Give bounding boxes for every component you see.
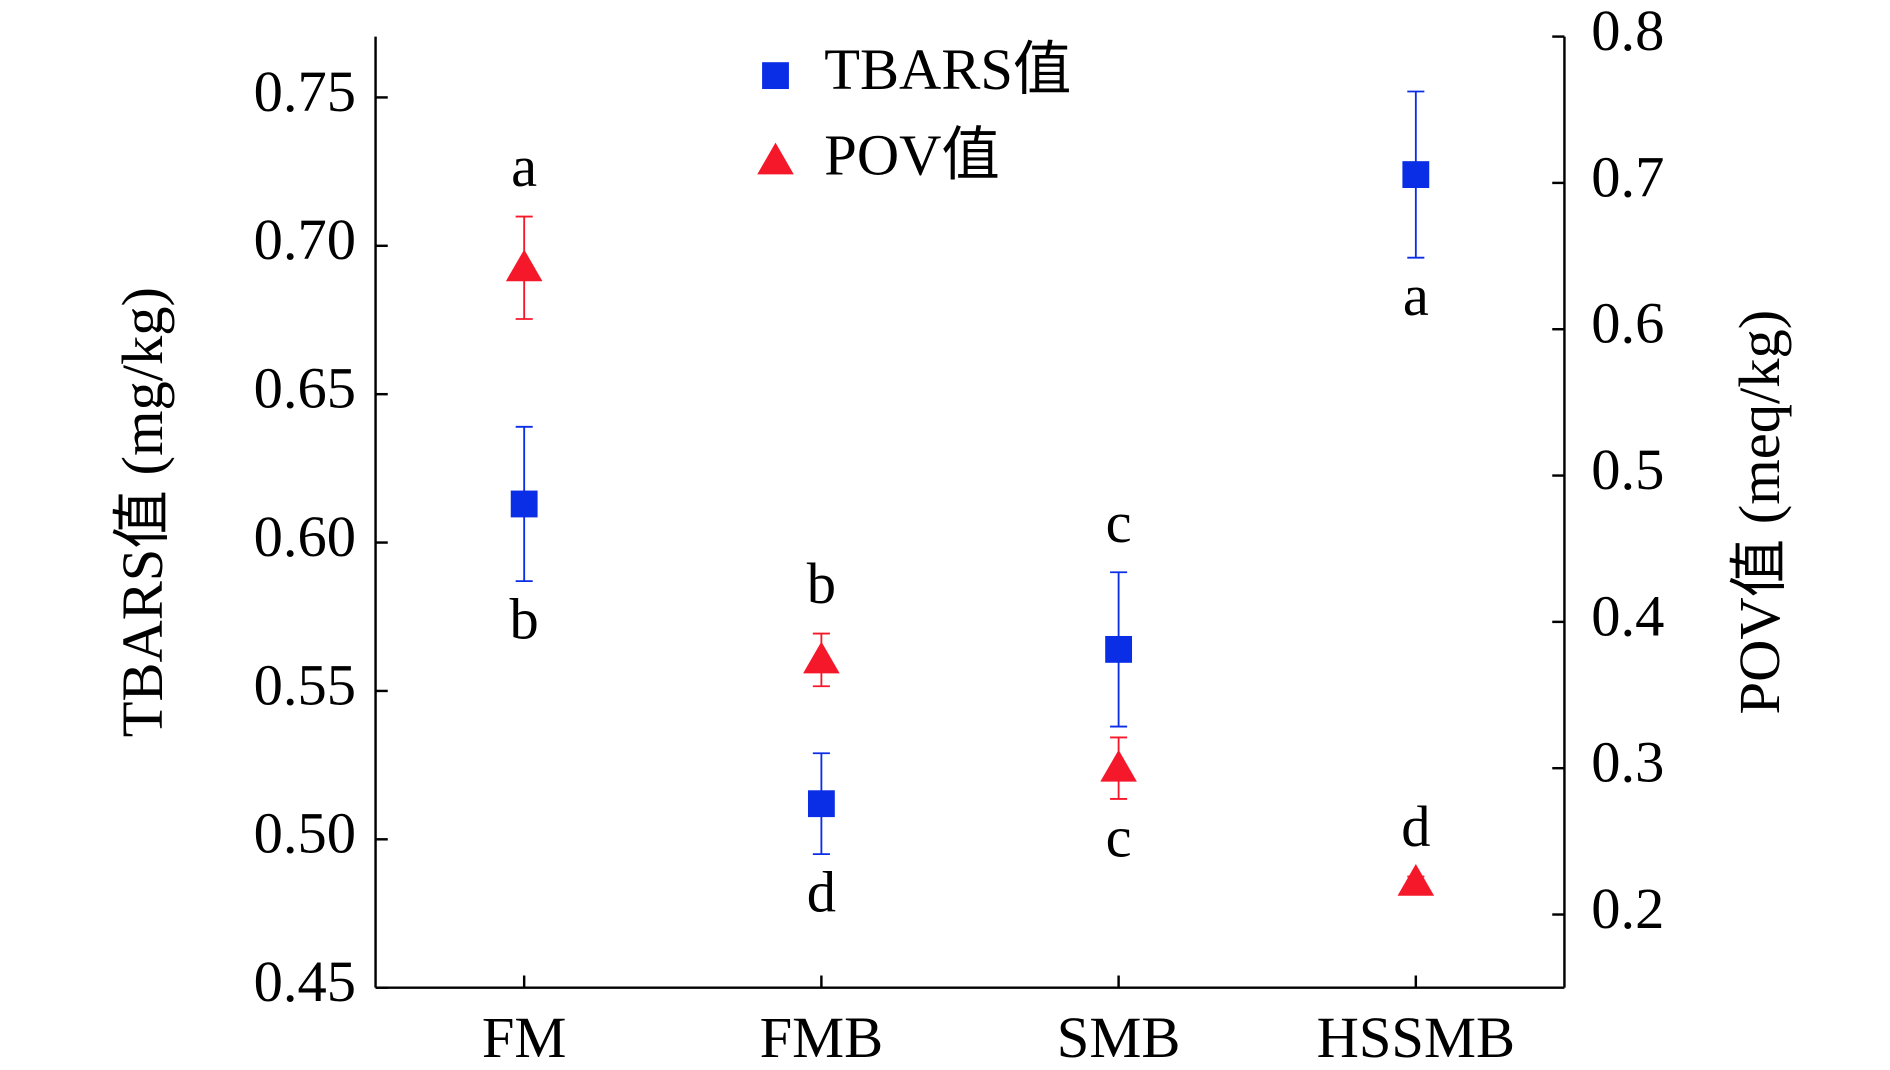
y2-tick-label: 0.5: [1591, 437, 1664, 502]
significance-letter: c: [1106, 490, 1132, 555]
x-tick-label: FM: [482, 1005, 567, 1070]
significance-letter: d: [807, 859, 836, 924]
significance-letter: a: [511, 134, 537, 199]
y2-tick-label: 0.6: [1591, 291, 1664, 356]
data-point: [1397, 864, 1435, 896]
data-point: [807, 790, 835, 818]
y2-tick-label: 0.8: [1591, 0, 1664, 63]
y2-tick-label: 0.2: [1591, 876, 1664, 941]
legend-marker: [757, 142, 794, 175]
significance-letter: a: [1403, 263, 1429, 328]
y-tick-label: 0.45: [254, 949, 356, 1014]
y2-tick-label: 0.4: [1591, 583, 1664, 648]
legend-label: POV值: [824, 122, 1000, 187]
x-tick-label: HSSMB: [1317, 1005, 1515, 1070]
data-point: [1105, 635, 1133, 663]
y-tick-label: 0.75: [254, 59, 356, 124]
y-tick-label: 0.55: [254, 652, 356, 717]
y-axis-label: TBARS值 (mg/kg): [110, 287, 175, 737]
y2-tick-label: 0.7: [1591, 144, 1664, 209]
legend-marker: [762, 62, 789, 90]
y-tick-label: 0.50: [254, 801, 356, 866]
y-tick-label: 0.60: [254, 504, 356, 569]
data-point: [1402, 161, 1430, 188]
legend-label: TBARS值: [824, 37, 1071, 102]
data-point: [1100, 749, 1137, 782]
data-point: [803, 641, 840, 674]
y2-tick-label: 0.3: [1591, 730, 1664, 795]
significance-letter: c: [1106, 804, 1132, 869]
x-tick-label: SMB: [1057, 1005, 1181, 1070]
data-point: [505, 249, 543, 282]
significance-letter: b: [807, 551, 836, 616]
significance-letter: d: [1401, 794, 1430, 859]
y-tick-label: 0.70: [254, 207, 356, 272]
data-point: [510, 490, 538, 518]
y-tick-label: 0.65: [254, 356, 356, 421]
significance-letter: b: [510, 586, 539, 651]
x-tick-label: FMB: [760, 1005, 884, 1070]
y2-axis-label: POV值 (meq/kg): [1727, 310, 1792, 715]
